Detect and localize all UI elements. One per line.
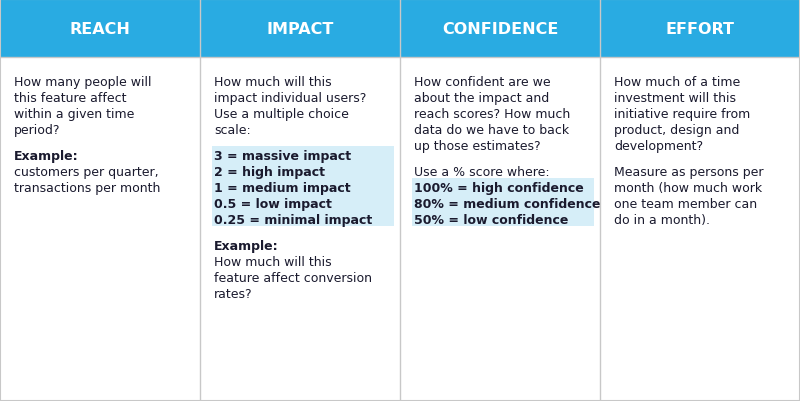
Text: 50% = low confidence: 50% = low confidence (414, 213, 568, 227)
Text: initiative require from: initiative require from (614, 108, 750, 121)
Bar (412, 194, 594, 211)
Text: transactions per month: transactions per month (14, 182, 160, 194)
Text: Measure as persons per: Measure as persons per (614, 166, 763, 178)
Text: Use a multiple choice: Use a multiple choice (214, 108, 349, 121)
Text: How much will this: How much will this (214, 76, 332, 89)
Bar (212, 178, 394, 194)
Text: this feature affect: this feature affect (14, 92, 126, 105)
Text: 0.25 = minimal impact: 0.25 = minimal impact (214, 213, 372, 227)
Text: How confident are we: How confident are we (414, 76, 550, 89)
Text: 100% = high confidence: 100% = high confidence (414, 182, 584, 194)
Text: 3 = massive impact: 3 = massive impact (214, 150, 351, 162)
Text: Use a % score where:: Use a % score where: (414, 166, 550, 178)
Bar (212, 147, 394, 162)
Text: Example:: Example: (214, 239, 278, 252)
Text: REACH: REACH (70, 21, 130, 36)
Text: development?: development? (614, 140, 703, 153)
Text: feature affect conversion: feature affect conversion (214, 271, 372, 284)
Text: do in a month).: do in a month). (614, 213, 710, 227)
Text: How much will this: How much will this (214, 255, 332, 268)
Bar (400, 0, 600, 58)
Text: 80% = medium confidence: 80% = medium confidence (414, 198, 601, 211)
Text: within a given time: within a given time (14, 108, 134, 121)
Text: scale:: scale: (214, 124, 250, 137)
Text: 0.5 = low impact: 0.5 = low impact (214, 198, 332, 211)
Text: one team member can: one team member can (614, 198, 757, 211)
Bar (212, 162, 394, 178)
Text: How many people will: How many people will (14, 76, 151, 89)
Text: How much of a time: How much of a time (614, 76, 740, 89)
Text: about the impact and: about the impact and (414, 92, 550, 105)
Bar (212, 194, 394, 211)
Bar (0, 58, 200, 401)
Text: CONFIDENCE: CONFIDENCE (442, 21, 558, 36)
Bar (212, 211, 394, 227)
Bar (0, 0, 200, 58)
Bar (400, 58, 600, 401)
Text: impact individual users?: impact individual users? (214, 92, 366, 105)
Text: data do we have to back: data do we have to back (414, 124, 569, 137)
Text: period?: period? (14, 124, 61, 137)
Text: IMPACT: IMPACT (266, 21, 334, 36)
Text: investment will this: investment will this (614, 92, 736, 105)
Bar (600, 58, 800, 401)
Bar (412, 211, 594, 227)
Text: product, design and: product, design and (614, 124, 739, 137)
Bar (200, 0, 400, 58)
Text: reach scores? How much: reach scores? How much (414, 108, 570, 121)
Text: Example:: Example: (14, 150, 78, 162)
Text: EFFORT: EFFORT (666, 21, 734, 36)
Text: rates?: rates? (214, 287, 253, 300)
Text: 1 = medium impact: 1 = medium impact (214, 182, 350, 194)
Text: month (how much work: month (how much work (614, 182, 762, 194)
Text: up those estimates?: up those estimates? (414, 140, 541, 153)
Text: 2 = high impact: 2 = high impact (214, 166, 325, 178)
Bar (600, 0, 800, 58)
Text: customers per quarter,: customers per quarter, (14, 166, 158, 178)
Bar (200, 58, 400, 401)
Bar (412, 178, 594, 194)
